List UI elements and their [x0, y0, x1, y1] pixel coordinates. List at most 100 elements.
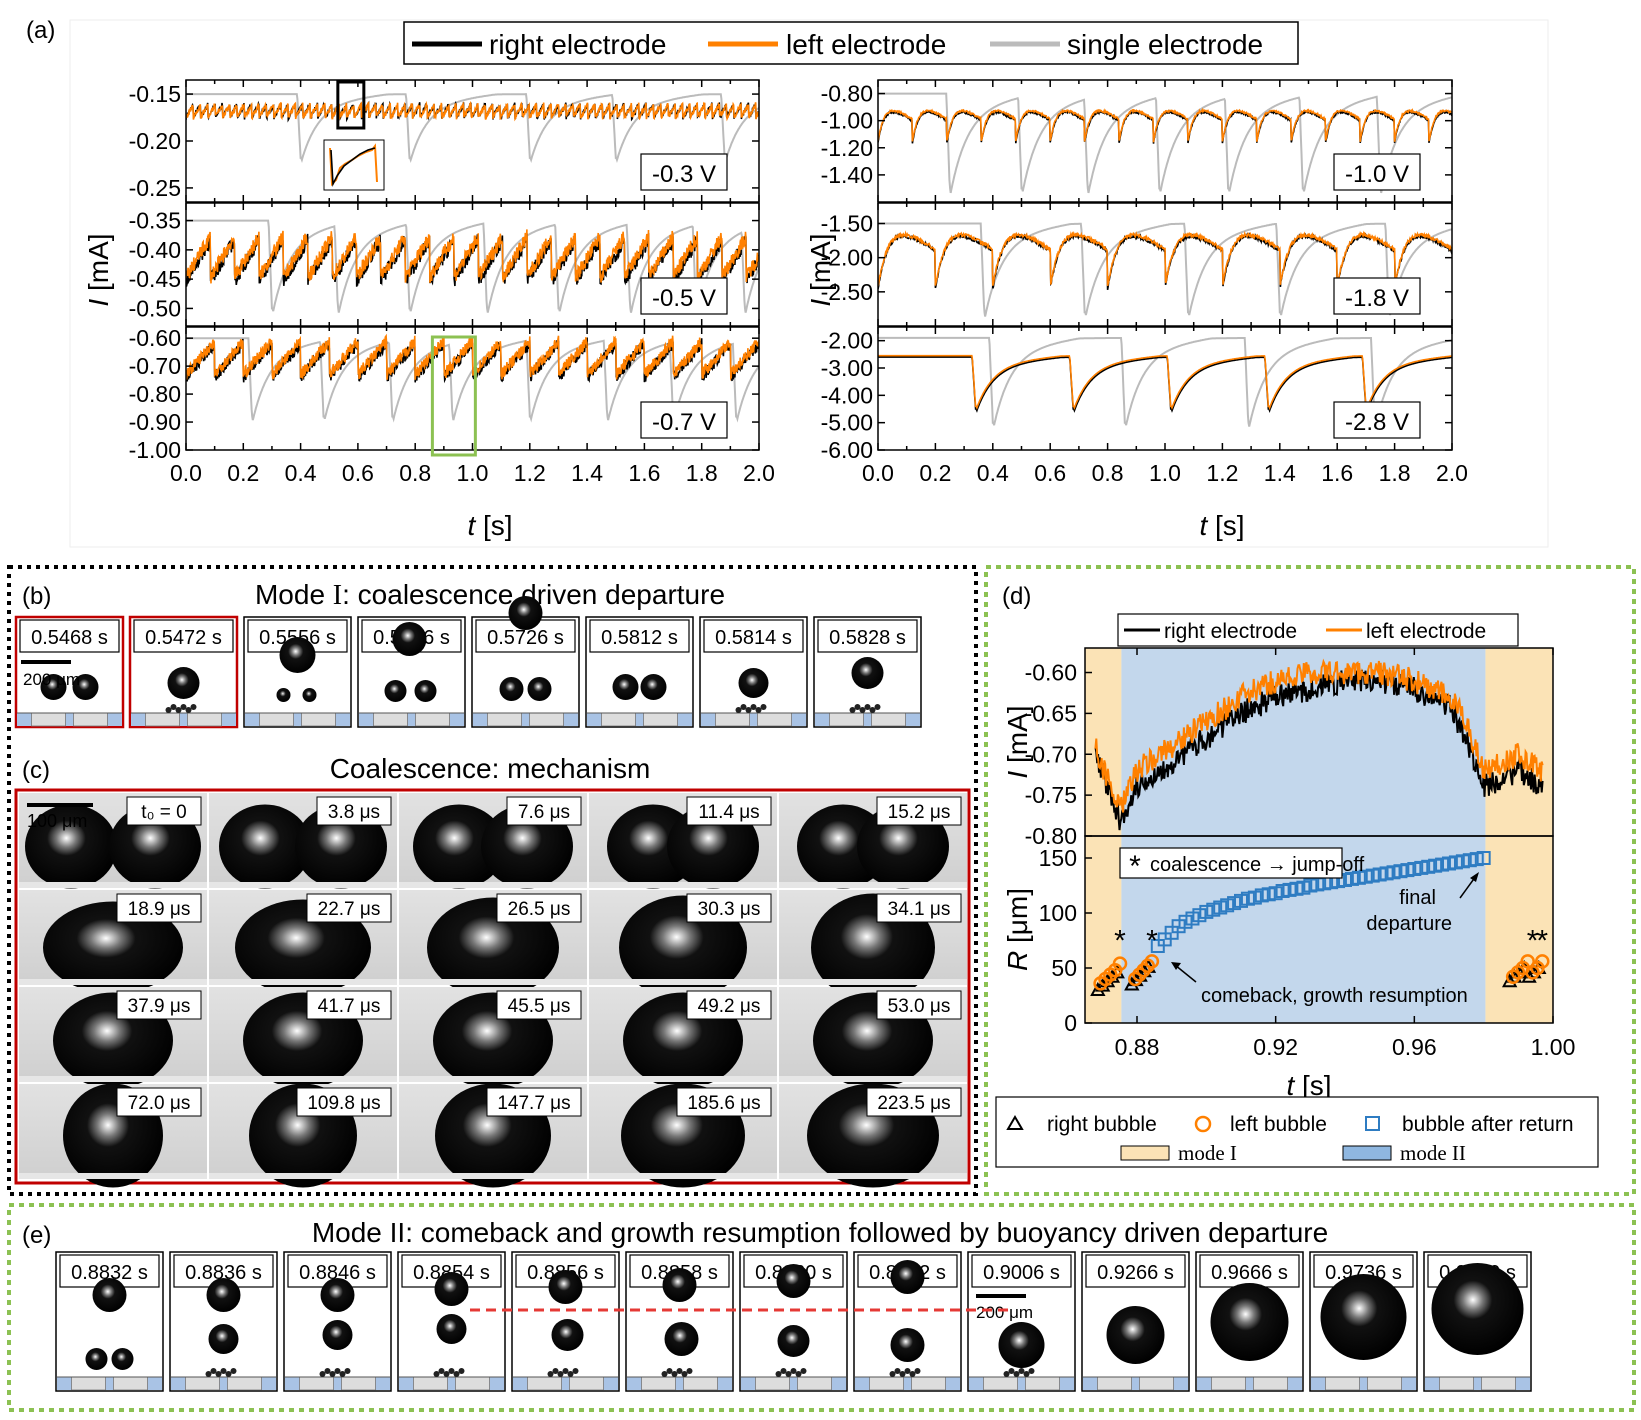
ytick-label: -0.45 — [129, 266, 181, 292]
series-single-electrode — [878, 336, 1452, 427]
surface — [779, 1173, 967, 1179]
micro-bubble — [220, 1368, 227, 1374]
panel-e-frame-10: 0.9266 s — [1081, 1251, 1190, 1392]
voltage-label-text: -1.0 V — [1345, 161, 1409, 188]
time-label: 0.5812 s — [601, 627, 678, 649]
micro-bubble — [671, 1371, 678, 1377]
micro-bubble — [185, 707, 192, 713]
panel-bc-frame — [7, 565, 978, 1196]
electrode-right — [641, 1376, 676, 1391]
bubble — [320, 1278, 355, 1312]
electrode-left — [1253, 1376, 1288, 1391]
inset — [323, 139, 385, 191]
time-label: 0.9736 s — [1325, 1262, 1402, 1284]
panel-c-title: Coalescence: mechanism — [330, 753, 651, 784]
legend-right-bubble-label: right bubble — [1047, 1113, 1157, 1136]
series-single-electrode — [186, 219, 759, 313]
micro-bubble — [567, 1371, 574, 1377]
ylabel-unit: [mA] — [1002, 705, 1033, 770]
micro-bubble — [661, 1371, 668, 1377]
xtick-label: 0.4 — [977, 460, 1009, 486]
time-label: 0.5472 s — [145, 627, 222, 649]
bubble — [776, 1264, 811, 1298]
xtick-label: 1.0 — [1149, 460, 1181, 486]
panel-b-title: Mode I: coalescence driven departure — [255, 579, 725, 611]
electrode-right — [1439, 1376, 1474, 1391]
micro-bubble — [547, 1371, 554, 1377]
inset-right-line — [330, 147, 376, 188]
xtick-label: 0.8 — [399, 460, 431, 486]
legend-mode-i-label: mode I — [1178, 1141, 1237, 1165]
panel-c-frame-16: 72.0 μs — [19, 1083, 207, 1188]
bubble — [662, 1268, 697, 1302]
xtick-label: 0.6 — [1034, 460, 1066, 486]
time-label-box — [296, 1087, 392, 1117]
micro-bubble — [854, 704, 861, 710]
panel-b-frame-3: 0.5556 s — [243, 616, 352, 728]
surface — [209, 1173, 397, 1179]
surface — [589, 979, 777, 985]
time-label-box — [1085, 1254, 1186, 1288]
panel-c-frame-3: 7.6 μs — [399, 793, 587, 889]
bubble — [851, 657, 884, 689]
time-label-box — [686, 796, 772, 826]
panel-c-frame-9: 30.3 μs — [589, 890, 777, 1000]
electrode-right — [71, 1376, 106, 1391]
micro-bubble — [899, 1371, 906, 1377]
micro-bubble — [914, 1368, 921, 1374]
annotation-comeback: comeback, growth resumption — [1201, 985, 1468, 1007]
xtick-label: 0.2 — [919, 460, 951, 486]
time-label-box — [876, 796, 962, 826]
bubble — [1210, 1283, 1289, 1361]
electrode-left — [73, 712, 108, 727]
chart-d-xlabel: t [s] — [1286, 1070, 1331, 1101]
panel-e-frame-7: 0.8860 s — [739, 1251, 848, 1392]
series-left-electrode — [878, 354, 1452, 411]
xtick-label: 1.4 — [1264, 460, 1296, 486]
electrode-right — [829, 712, 864, 727]
subplot-frame-radius — [1084, 835, 1554, 1024]
time-label: 0.5468 s — [31, 627, 108, 649]
electrode-left — [797, 1376, 832, 1391]
electrode-right — [755, 1376, 790, 1391]
chart-a-ylabel-left: I [mA] — [83, 233, 114, 306]
bubble — [279, 637, 316, 673]
electrode-left — [871, 712, 906, 727]
voltage-label-box — [1333, 153, 1421, 191]
legend-after-return-marker — [1365, 1116, 1380, 1131]
micro-bubble — [904, 1368, 911, 1374]
time-label-box — [126, 796, 202, 826]
xtick-label: 0.0 — [862, 460, 894, 486]
surface — [589, 1173, 777, 1179]
time-label: 0.9266 s — [1097, 1262, 1174, 1284]
ytick-label: -0.60 — [1025, 660, 1077, 686]
micro-bubble — [175, 707, 182, 713]
xlabel-var: t — [1286, 1070, 1295, 1101]
panel-e-frame-11: 0.9666 s — [1195, 1251, 1304, 1392]
time-label-box — [316, 796, 392, 826]
bubble — [92, 1278, 127, 1312]
panel-c-frames: t₀ = 0 100 μm 3.8 μs 7.6 μs 11.4 μs 15.2 μs 18… — [14, 788, 971, 1188]
surface — [209, 979, 397, 985]
ylabel-var: I — [1002, 771, 1033, 779]
micro-bubble — [1023, 1371, 1030, 1377]
bubble — [1431, 1263, 1524, 1355]
annotation-arrow-comeback — [1174, 964, 1197, 983]
bubble — [1320, 1274, 1407, 1360]
scale-bar-label: 200 μm — [23, 670, 80, 689]
panel-c-frame-14: 49.2 μs — [589, 987, 777, 1089]
time-label: 3.8 μs — [328, 802, 380, 823]
chart-a-xlabel-right: t [s] — [1199, 510, 1244, 541]
bubble — [890, 1260, 925, 1294]
chart-a: -0.15 -0.20 -0.25 -0.3 V -0.35 -0.40 -0.45 -0.5… — [129, 79, 1468, 486]
legend-a: right electrode left electrode single el… — [403, 21, 1299, 65]
micro-bubble — [324, 1368, 331, 1374]
electrode-right — [715, 712, 750, 727]
voltage-label: -2.8 V — [1333, 401, 1421, 439]
micro-bubble — [190, 704, 197, 710]
ytick-label: -2.50 — [821, 279, 873, 305]
time-label-box — [686, 893, 772, 923]
micro-bubble — [775, 1371, 782, 1377]
surface — [19, 882, 207, 888]
micro-bubble — [800, 1368, 807, 1374]
